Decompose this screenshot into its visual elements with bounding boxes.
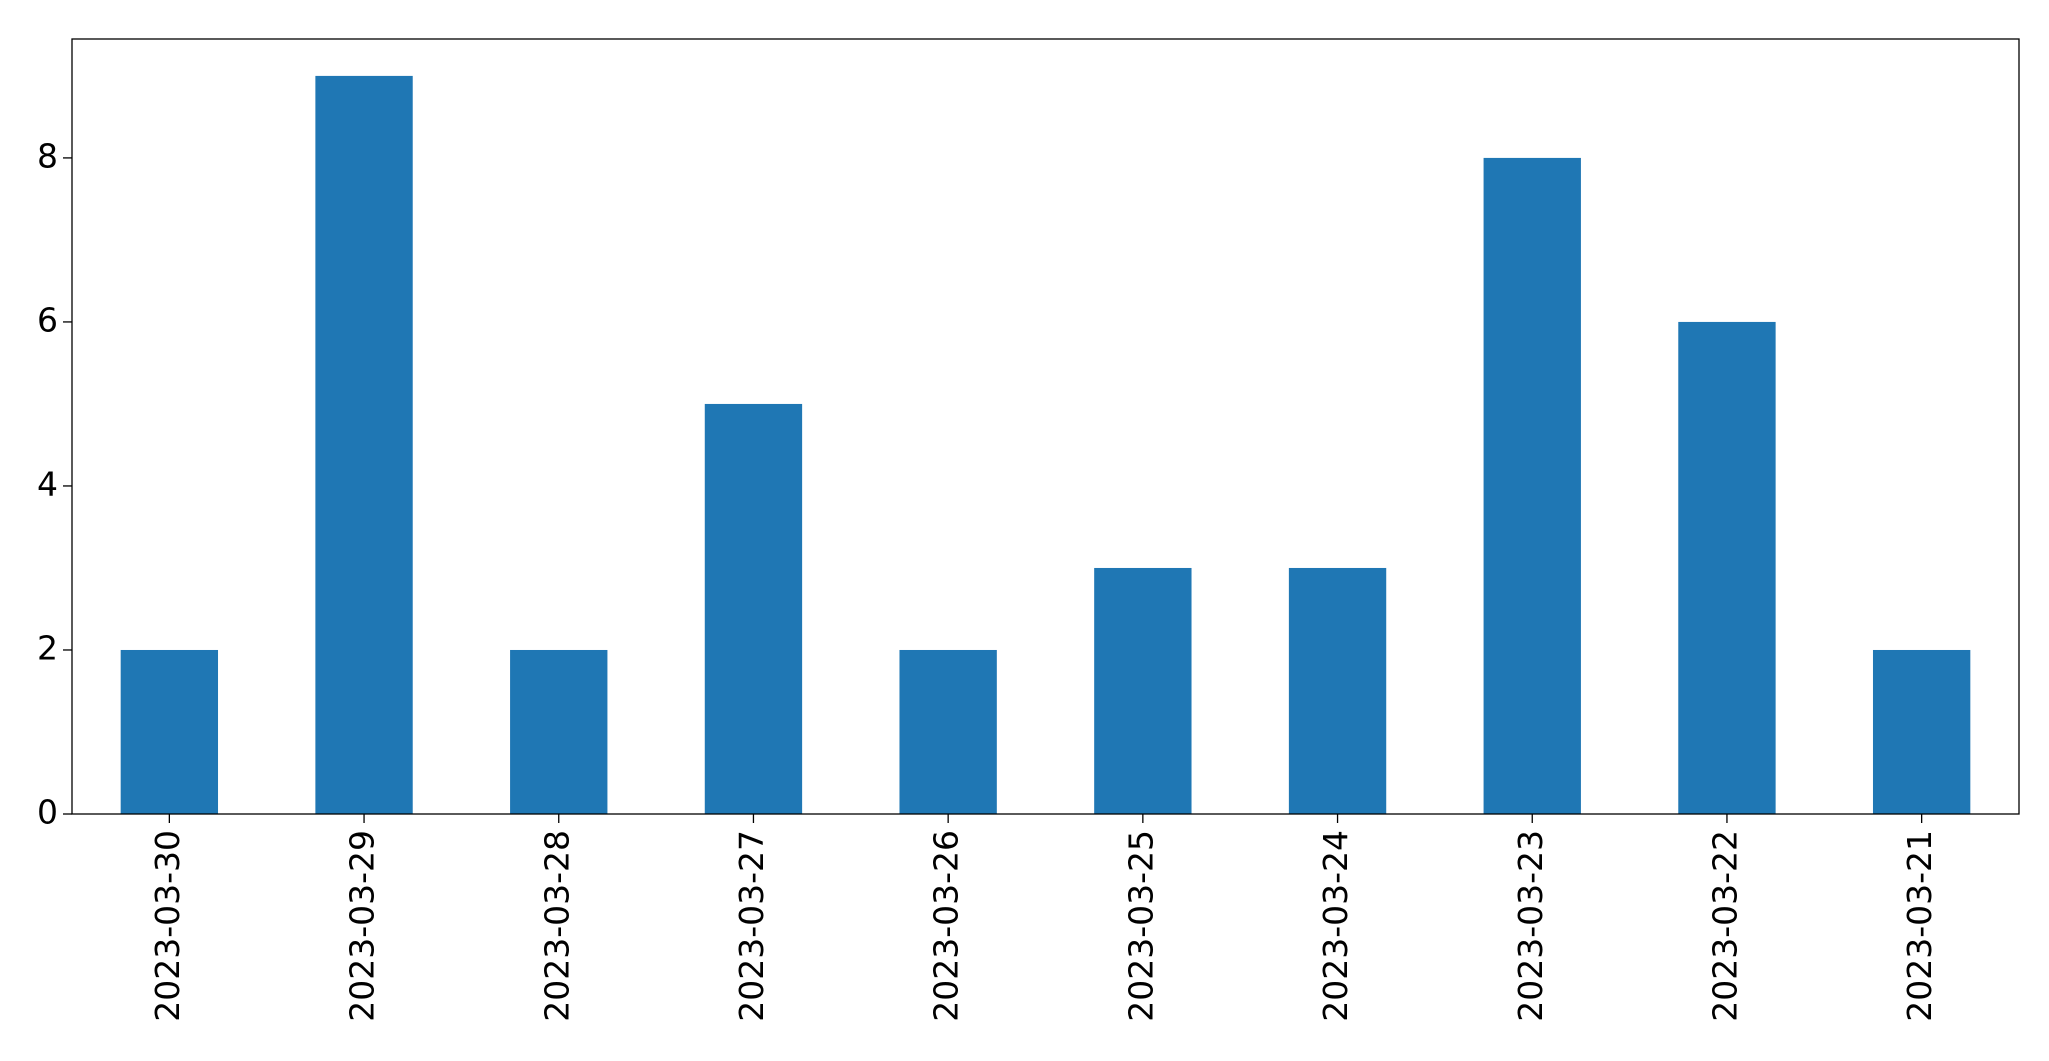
bar: [315, 75, 413, 814]
x-tick-label: 2023-03-26: [927, 830, 966, 1022]
x-tick-label: 2023-03-21: [1900, 830, 1939, 1022]
y-tick-label: 0: [37, 793, 58, 832]
bar: [704, 403, 803, 814]
plot-frame: [71, 38, 2020, 815]
y-tick-label: 4: [37, 464, 58, 503]
bar: [120, 649, 219, 814]
y-tick-label: 2: [37, 628, 58, 667]
x-tick-label: 2023-03-27: [732, 830, 771, 1022]
bar: [899, 649, 997, 814]
bar: [1094, 567, 1192, 814]
bar: [510, 649, 608, 814]
x-tick-label: 2023-03-22: [1705, 830, 1744, 1022]
bar: [1872, 649, 1971, 814]
bar: [1483, 157, 1581, 814]
x-tick-label: 2023-03-30: [148, 830, 187, 1022]
x-tick-label: 2023-03-24: [1316, 830, 1355, 1022]
x-tick-label: 2023-03-28: [537, 830, 576, 1022]
y-tick-label: 8: [37, 136, 58, 175]
y-tick-label: 6: [37, 300, 58, 339]
x-tick-label: 2023-03-29: [343, 830, 382, 1022]
bar: [1678, 321, 1776, 814]
bar: [1288, 567, 1387, 814]
x-tick-label: 2023-03-25: [1121, 830, 1160, 1022]
x-tick-label: 2023-03-23: [1511, 830, 1550, 1022]
